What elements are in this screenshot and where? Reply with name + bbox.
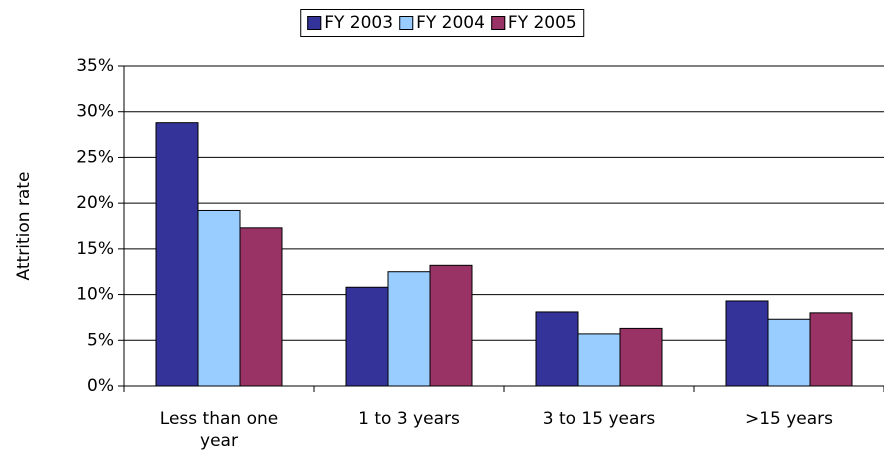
legend-swatch <box>490 16 505 30</box>
legend-label: FY 2003 <box>324 13 394 33</box>
x-tick-label: >15 years <box>744 409 834 429</box>
y-tick-label: 30% <box>76 102 114 122</box>
y-tick-label: 35% <box>76 56 114 76</box>
legend-label: FY 2004 <box>416 13 485 33</box>
y-tick-label: 10% <box>76 285 114 305</box>
bar <box>809 312 853 387</box>
bar <box>155 122 199 387</box>
y-tick-label: 15% <box>76 239 114 259</box>
x-tick-label: 3 to 15 years <box>542 409 656 429</box>
bar <box>387 271 431 387</box>
bar <box>197 209 241 387</box>
legend-item: FY 2004 <box>399 13 485 33</box>
bar <box>535 311 579 387</box>
legend-item: FY 2005 <box>490 13 577 33</box>
bar <box>725 300 769 387</box>
legend-item: FY 2003 <box>307 13 393 33</box>
bar <box>239 227 283 387</box>
bar <box>767 318 811 387</box>
bar <box>577 333 621 387</box>
y-tick-label: 25% <box>76 147 114 167</box>
y-tick-label: 5% <box>87 330 114 350</box>
bar <box>429 264 473 387</box>
bar <box>619 327 663 387</box>
x-tick-label: 1 to 3 years <box>358 409 460 429</box>
x-tick-label: Less than one year <box>159 409 279 451</box>
y-axis-label: Attrition rate <box>14 172 34 281</box>
y-tick-label: 0% <box>87 376 114 396</box>
legend: FY 2003 FY 2004 FY 2005 <box>300 9 584 37</box>
legend-label: FY 2005 <box>507 13 577 33</box>
y-tick-label: 20% <box>76 193 114 213</box>
legend-swatch <box>399 16 414 30</box>
bar <box>345 286 389 387</box>
legend-swatch <box>307 16 322 30</box>
